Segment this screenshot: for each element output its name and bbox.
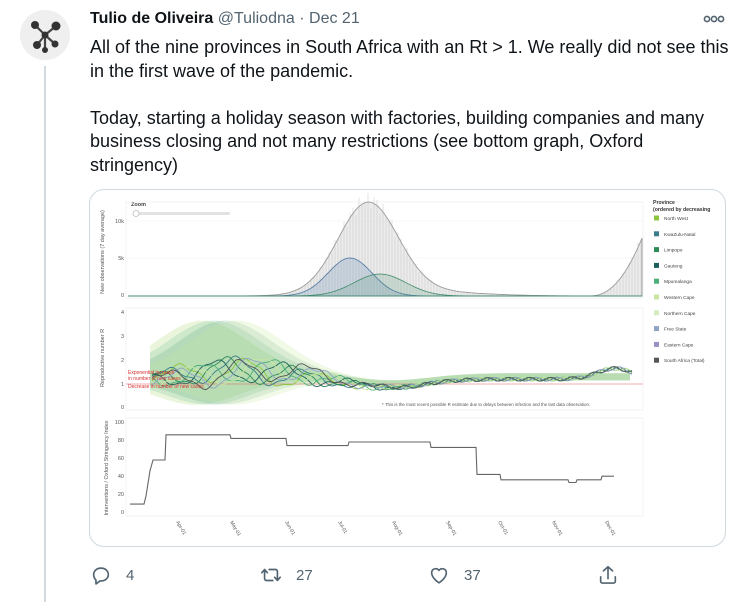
retweet-button[interactable]: 27: [260, 560, 313, 590]
legend-swatch: [654, 247, 659, 253]
legend-label: Free State: [664, 327, 687, 333]
rt-series-lines: [151, 355, 633, 391]
mid-tick-0: 0: [121, 405, 124, 411]
reply-count: 4: [126, 566, 135, 584]
zoom-handle[interactable]: [132, 210, 140, 217]
network-logo-icon: [20, 10, 70, 60]
share-icon: [599, 565, 617, 584]
more-horizontal-icon: [703, 15, 725, 23]
tweet-paragraph-2: Today, starting a holiday season with fa…: [90, 107, 705, 175]
legend-swatch: [654, 341, 659, 347]
bottom-tick-40: 40: [118, 474, 124, 480]
tweet-date[interactable]: Dec 21: [309, 10, 360, 27]
reply-icon: [92, 567, 110, 585]
tweet-paragraph-1: All of the nine provinces in South Afric…: [90, 37, 729, 81]
legend-label: Western Cape: [664, 295, 695, 301]
legend-label: South Africa (Total): [664, 358, 705, 364]
annotation-1: Exponential increase: [128, 370, 175, 376]
legend-swatch: [654, 326, 659, 332]
x-tick-aug: Aug-01: [390, 520, 403, 537]
rt-line: [151, 358, 633, 391]
x-tick-sep: Sep-01: [444, 520, 457, 537]
legend-label: North West: [664, 216, 689, 222]
avatar[interactable]: [20, 10, 70, 60]
x-tick-nov: Nov-01: [550, 520, 563, 537]
tweet-text: All of the nine provinces in South Afric…: [90, 36, 730, 177]
chart-image: Zoom New observations (7 day average) Re…: [100, 193, 710, 538]
author-handle[interactable]: @Tuliodna: [217, 10, 295, 27]
retweet-count: 27: [296, 566, 313, 584]
legend-swatch: [654, 357, 659, 363]
bottom-tick-80: 80: [118, 438, 124, 444]
legend-label: KwaZulu-Natal: [664, 232, 695, 238]
bottom-tick-0: 0: [121, 510, 124, 516]
share-button[interactable]: [597, 560, 619, 590]
legend-swatch: [654, 310, 659, 316]
more-button[interactable]: [701, 10, 727, 28]
like-count: 37: [464, 566, 481, 584]
rt-line: [151, 358, 633, 390]
legend-label: Gauteng: [664, 263, 683, 269]
tweet-media-image[interactable]: Zoom New observations (7 day average) Re…: [89, 189, 726, 547]
mid-tick-4: 4: [121, 310, 124, 316]
legend-label: Limpopo: [664, 248, 683, 254]
rt-band: [150, 320, 630, 405]
x-tick-may: May-01: [228, 520, 242, 538]
legend-label: Northern Cape: [664, 311, 696, 317]
rt-confidence-bands: [150, 320, 630, 405]
header-separator: ·: [299, 10, 305, 27]
legend-swatch: [654, 262, 659, 268]
thread-line: [44, 66, 46, 602]
bottom-ylabel: Interventions / Oxford Stringency Index: [104, 420, 110, 515]
rt-band: [150, 320, 630, 405]
annotation-2: in number of new cases: [128, 376, 181, 382]
rt-line: [151, 359, 633, 391]
legend-label: Mpumalanga: [664, 279, 692, 285]
legend-swatch: [654, 278, 659, 284]
x-tick-apr: Apr-01: [174, 520, 187, 536]
legend-subtitle: (ordered by decreasing: [653, 207, 710, 213]
mid-tick-2: 2: [121, 358, 124, 364]
heart-icon: [430, 567, 448, 584]
mid-ylabel: Reproductive number R: [100, 329, 106, 387]
legend-swatch: [654, 294, 659, 300]
x-tick-oct: Oct-01: [496, 520, 509, 536]
tweet-actions: 4 27 37: [90, 560, 730, 590]
x-tick-dec: Dec-01: [603, 520, 616, 537]
like-button[interactable]: 37: [428, 560, 481, 590]
x-tick-jun: Jun-01: [283, 520, 296, 536]
bottom-panel-frame: [125, 417, 644, 517]
mid-panel-frame: [125, 307, 644, 411]
top-tick-5k: 5k: [118, 256, 124, 262]
legend: North West KwaZulu-Natal Limpopo Gauteng Mpu…: [654, 215, 705, 364]
tweet-header: Tulio de Oliveira @Tuliodna · Dec 21: [90, 9, 360, 29]
top-tick-0: 0: [121, 293, 124, 299]
bottom-tick-100: 100: [115, 420, 124, 426]
top-tick-10k: 10k: [115, 219, 124, 225]
zoom-label: Zoom: [131, 202, 146, 208]
top-ylabel: New observations (7 day average): [100, 210, 106, 294]
rt-footnote: * This is the most recent possible R est…: [382, 402, 590, 407]
reply-button[interactable]: 4: [90, 560, 134, 590]
x-axis-ticks: Apr-01 May-01 Jun-01 Jul-01 Aug-01 Sep-0…: [174, 520, 616, 538]
legend-swatch: [654, 231, 659, 237]
top-panel-frame: [125, 201, 644, 299]
legend-swatch: [654, 215, 659, 221]
legend-title: Province: [653, 200, 675, 206]
stringency-line: [130, 434, 614, 505]
annotation-3: Decrease in number of new cases: [128, 384, 204, 390]
kzn-cases-curve: [128, 273, 642, 297]
legend-label: Eastern Cape: [664, 342, 694, 348]
x-tick-jul: Jul-01: [336, 520, 348, 535]
retweet-icon: [261, 568, 281, 582]
bottom-tick-60: 60: [118, 456, 124, 462]
zoom-track[interactable]: [134, 212, 230, 215]
author-name[interactable]: Tulio de Oliveira: [90, 10, 214, 27]
bottom-tick-20: 20: [118, 492, 124, 498]
rt-band: [150, 320, 630, 405]
mid-tick-1: 1: [121, 382, 124, 388]
mid-tick-3: 3: [121, 334, 124, 340]
